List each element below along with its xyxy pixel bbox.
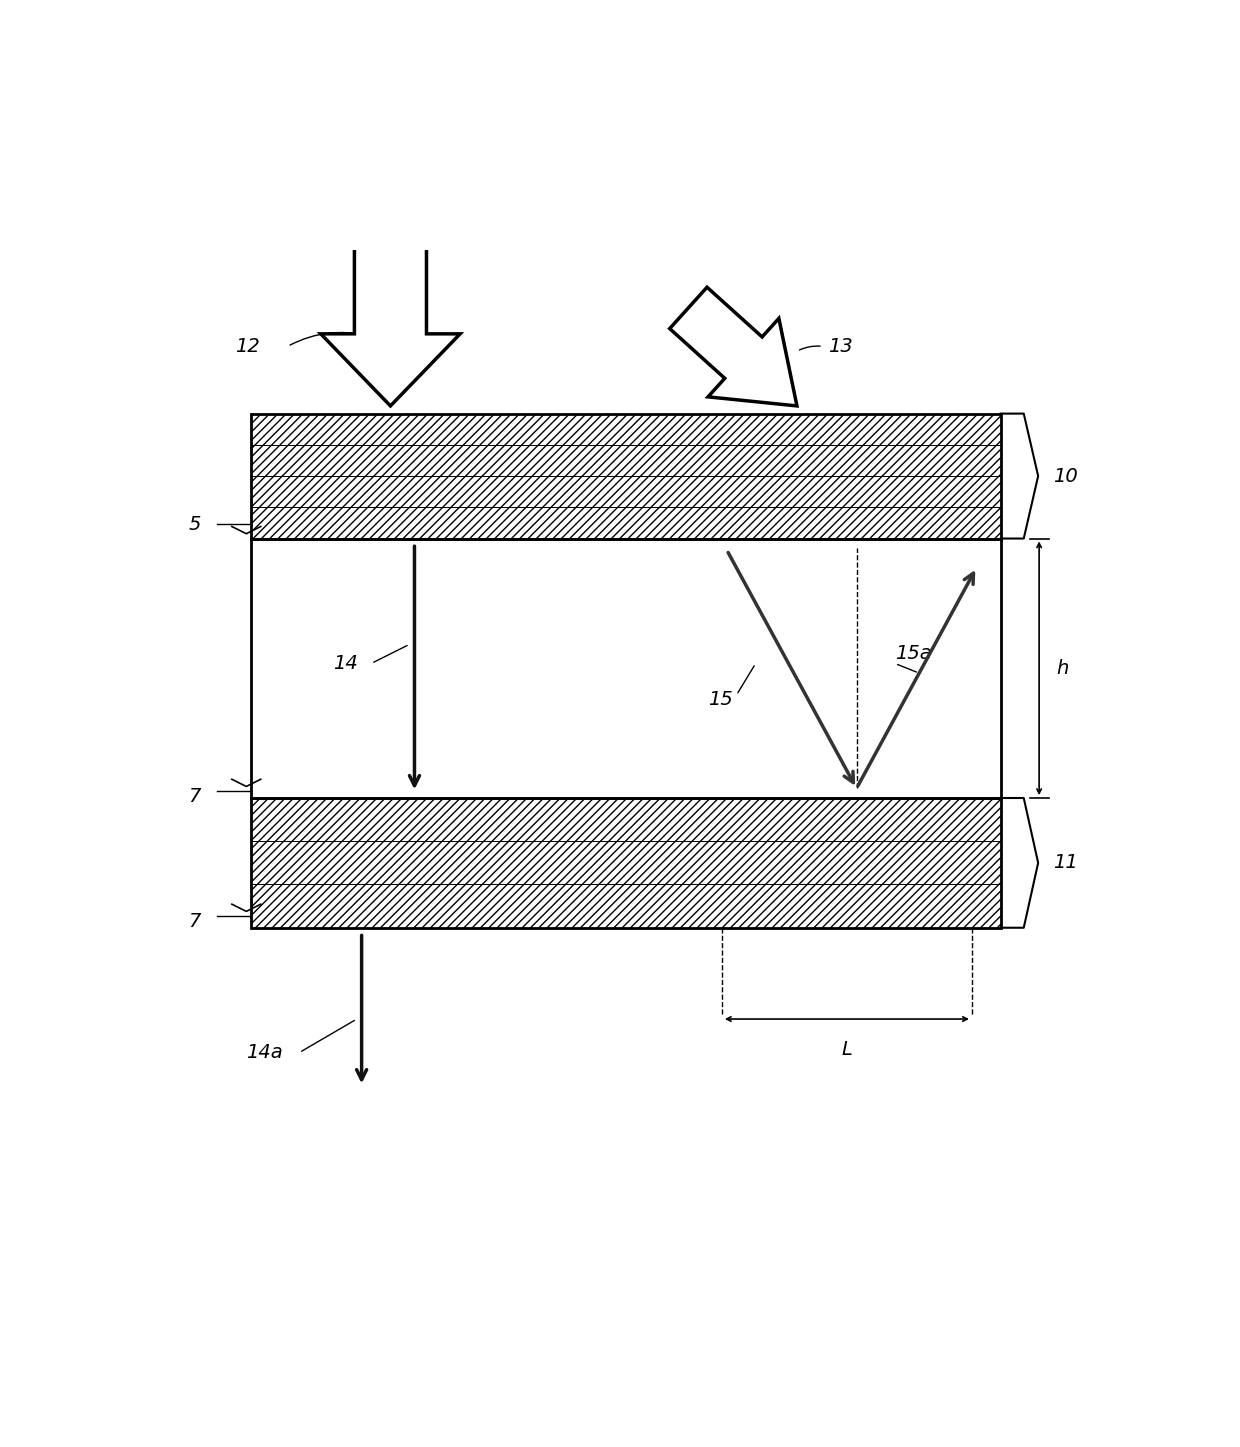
Text: 7: 7 xyxy=(188,912,201,930)
Text: h: h xyxy=(1056,658,1069,677)
Text: L: L xyxy=(842,1040,852,1059)
Text: 14a: 14a xyxy=(247,1043,283,1062)
Text: 10: 10 xyxy=(1054,466,1079,486)
Text: 14: 14 xyxy=(332,654,357,673)
Bar xyxy=(250,538,1001,797)
Text: 15a: 15a xyxy=(895,644,931,663)
Polygon shape xyxy=(670,287,797,407)
Bar xyxy=(250,414,1001,538)
Bar xyxy=(250,797,1001,928)
Text: 15: 15 xyxy=(708,690,733,709)
Text: 13: 13 xyxy=(828,337,852,356)
Bar xyxy=(250,884,1001,928)
Bar xyxy=(250,476,1001,508)
Bar xyxy=(250,444,1001,476)
Text: 12: 12 xyxy=(234,337,259,356)
Text: 11: 11 xyxy=(1054,852,1079,873)
Bar xyxy=(250,797,1001,841)
Text: 5: 5 xyxy=(188,515,201,534)
Bar xyxy=(250,508,1001,538)
Text: 7: 7 xyxy=(188,787,201,806)
Bar xyxy=(250,841,1001,884)
Polygon shape xyxy=(321,223,460,407)
Bar xyxy=(250,414,1001,444)
